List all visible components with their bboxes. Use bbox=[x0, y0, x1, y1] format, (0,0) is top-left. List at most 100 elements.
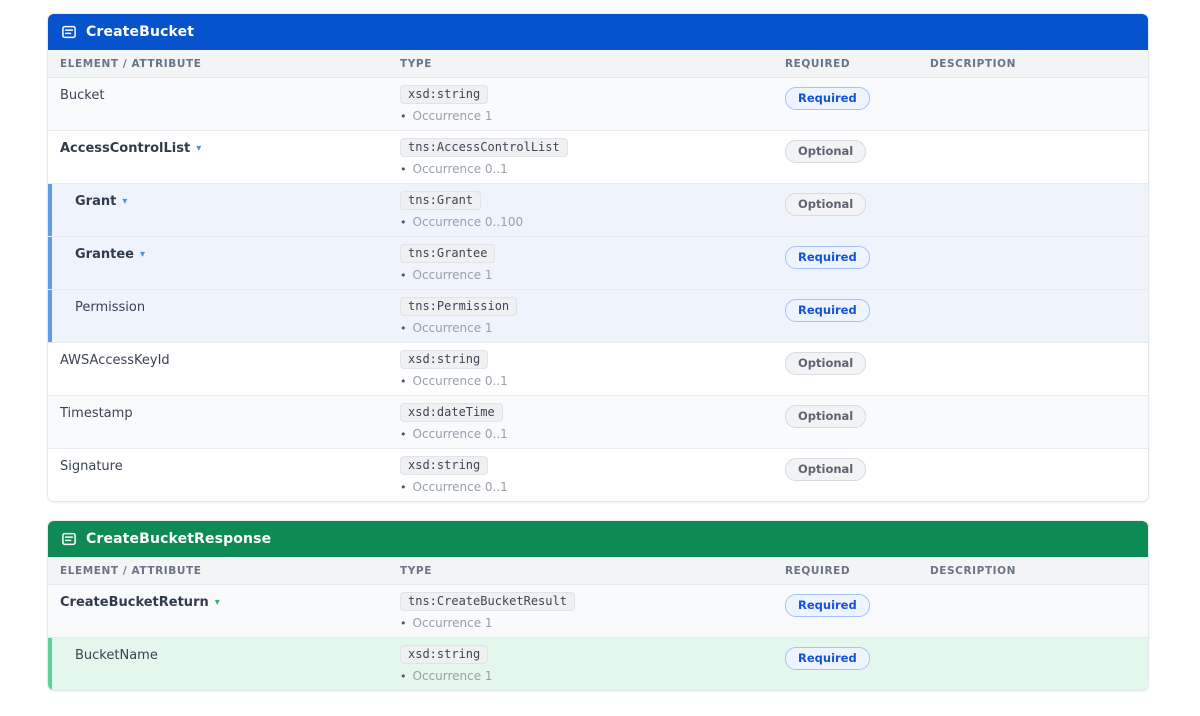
type-chip: xsd:string bbox=[400, 85, 489, 104]
type-chip: tns:Permission bbox=[400, 297, 518, 316]
description-cell bbox=[918, 585, 1148, 637]
type-chip: xsd:string bbox=[400, 645, 489, 664]
column-header-row: ELEMENT / ATTRIBUTE TYPE REQUIRED DESCRI… bbox=[48, 50, 1148, 78]
element-name-wrap: AWSAccessKeyId bbox=[60, 353, 170, 368]
schema-row-grant: Grant ▾ tns:Grant • Occurrence 0..100 Op… bbox=[48, 183, 1148, 236]
expand-caret-icon[interactable]: ▾ bbox=[122, 196, 128, 207]
required-cell: Required bbox=[773, 638, 918, 690]
required-badge: Required bbox=[785, 299, 870, 322]
schema-table-createbucket: CreateBucket ELEMENT / ATTRIBUTE TYPE RE… bbox=[48, 14, 1148, 501]
column-header-type: TYPE bbox=[400, 565, 432, 577]
occurrence-row: • Occurrence 1 bbox=[400, 616, 761, 631]
schema-row-signature: Signature xsd:string • Occurrence 0..1 O… bbox=[48, 448, 1148, 501]
optional-badge: Optional bbox=[785, 458, 867, 481]
description-cell bbox=[918, 638, 1148, 690]
column-header-row: ELEMENT / ATTRIBUTE TYPE REQUIRED DESCRI… bbox=[48, 557, 1148, 585]
expand-caret-icon[interactable]: ▾ bbox=[196, 143, 202, 154]
column-header-description: DESCRIPTION bbox=[930, 565, 1016, 577]
table-title: CreateBucket bbox=[86, 24, 195, 40]
occurrence-row: • Occurrence 1 bbox=[400, 669, 761, 684]
element-name[interactable]: Grantee bbox=[75, 247, 134, 262]
schema-icon bbox=[62, 532, 76, 546]
description-cell bbox=[918, 78, 1148, 130]
element-cell: Timestamp bbox=[48, 396, 388, 448]
element-name[interactable]: AccessControlList bbox=[60, 141, 191, 156]
type-cell: tns:CreateBucketResult • Occurrence 1 bbox=[388, 585, 773, 637]
type-cell: xsd:string • Occurrence 0..1 bbox=[388, 343, 773, 395]
schema-row-accesscontrollist: AccessControlList ▾ tns:AccessControlLis… bbox=[48, 130, 1148, 183]
element-name: Timestamp bbox=[60, 406, 133, 421]
occurrence-row: • Occurrence 1 bbox=[400, 268, 761, 283]
schema-row-grantee: Grantee ▾ tns:Grantee • Occurrence 1 Req… bbox=[48, 236, 1148, 289]
type-cell: tns:AccessControlList • Occurrence 0..1 bbox=[388, 131, 773, 183]
description-cell bbox=[918, 290, 1148, 342]
schema-row-bucket: Bucket xsd:string • Occurrence 1 Require… bbox=[48, 78, 1148, 130]
column-header-element-attribute: ELEMENT / ATTRIBUTE bbox=[60, 58, 202, 70]
type-cell: xsd:string • Occurrence 0..1 bbox=[388, 449, 773, 501]
type-chip: xsd:dateTime bbox=[400, 403, 503, 422]
occurrence-label: Occurrence 1 bbox=[412, 268, 493, 282]
column-header-element-attribute: ELEMENT / ATTRIBUTE bbox=[60, 565, 202, 577]
column-header-type: TYPE bbox=[400, 58, 432, 70]
element-cell: Permission bbox=[48, 290, 388, 342]
bullet-icon: • bbox=[400, 617, 407, 630]
description-cell bbox=[918, 396, 1148, 448]
element-name[interactable]: CreateBucketReturn bbox=[60, 595, 209, 610]
occurrence-row: • Occurrence 0..1 bbox=[400, 162, 761, 177]
occurrence-label: Occurrence 1 bbox=[412, 109, 493, 123]
bullet-icon: • bbox=[400, 110, 407, 123]
element-name-wrap: Signature bbox=[60, 459, 123, 474]
schema-row-permission: Permission tns:Permission • Occurrence 1… bbox=[48, 289, 1148, 342]
type-chip: xsd:string bbox=[400, 456, 489, 475]
element-name-wrap: Grantee ▾ bbox=[75, 247, 145, 262]
element-name: AWSAccessKeyId bbox=[60, 353, 170, 368]
type-cell: xsd:string • Occurrence 1 bbox=[388, 78, 773, 130]
schema-row-createbucketreturn: CreateBucketReturn ▾ tns:CreateBucketRes… bbox=[48, 585, 1148, 637]
element-name: Permission bbox=[75, 300, 146, 315]
description-cell bbox=[918, 237, 1148, 289]
element-cell: BucketName bbox=[48, 638, 388, 690]
element-name: Bucket bbox=[60, 88, 105, 103]
occurrence-label: Occurrence 0..100 bbox=[412, 215, 524, 229]
column-header-required: REQUIRED bbox=[785, 565, 851, 577]
element-name: BucketName bbox=[75, 648, 158, 663]
bullet-icon: • bbox=[400, 375, 407, 388]
element-cell: AccessControlList ▾ bbox=[48, 131, 388, 183]
expand-caret-icon[interactable]: ▾ bbox=[139, 249, 145, 260]
element-cell: Bucket bbox=[48, 78, 388, 130]
required-cell: Required bbox=[773, 237, 918, 289]
type-chip: tns:CreateBucketResult bbox=[400, 592, 575, 611]
element-name-wrap: Bucket bbox=[60, 88, 104, 103]
type-chip: tns:AccessControlList bbox=[400, 138, 568, 157]
type-chip: tns:Grantee bbox=[400, 244, 496, 263]
required-badge: Required bbox=[785, 246, 870, 269]
element-name[interactable]: Grant bbox=[75, 194, 117, 209]
occurrence-row: • Occurrence 1 bbox=[400, 321, 761, 336]
occurrence-label: Occurrence 0..1 bbox=[412, 162, 508, 176]
element-name-wrap: Grant ▾ bbox=[75, 194, 127, 209]
type-cell: tns:Grant • Occurrence 0..100 bbox=[388, 184, 773, 236]
expand-caret-icon[interactable]: ▾ bbox=[214, 597, 220, 608]
occurrence-label: Occurrence 0..1 bbox=[412, 427, 508, 441]
description-cell bbox=[918, 131, 1148, 183]
schema-table-createbucketresponse: CreateBucketResponse ELEMENT / ATTRIBUTE… bbox=[48, 521, 1148, 690]
required-cell: Optional bbox=[773, 396, 918, 448]
occurrence-row: • Occurrence 0..100 bbox=[400, 215, 761, 230]
optional-badge: Optional bbox=[785, 405, 867, 428]
table-rows: Bucket xsd:string • Occurrence 1 Require… bbox=[48, 78, 1148, 501]
type-chip: tns:Grant bbox=[400, 191, 482, 210]
element-name: Signature bbox=[60, 459, 123, 474]
bullet-icon: • bbox=[400, 428, 407, 441]
element-cell: Grant ▾ bbox=[48, 184, 388, 236]
required-badge: Required bbox=[785, 647, 870, 670]
occurrence-label: Occurrence 1 bbox=[412, 669, 493, 683]
table-rows: CreateBucketReturn ▾ tns:CreateBucketRes… bbox=[48, 585, 1148, 690]
element-name-wrap: CreateBucketReturn ▾ bbox=[60, 595, 220, 610]
bullet-icon: • bbox=[400, 481, 407, 494]
occurrence-label: Occurrence 0..1 bbox=[412, 480, 508, 494]
optional-badge: Optional bbox=[785, 352, 867, 375]
required-cell: Optional bbox=[773, 131, 918, 183]
column-header-required: REQUIRED bbox=[785, 58, 851, 70]
occurrence-label: Occurrence 1 bbox=[412, 321, 493, 335]
optional-badge: Optional bbox=[785, 193, 867, 216]
